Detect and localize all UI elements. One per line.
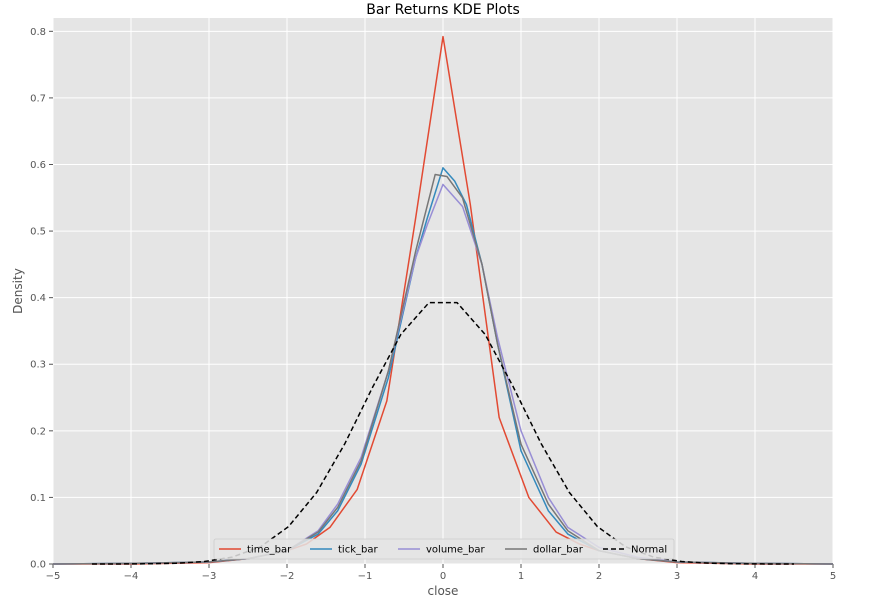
y-tick-label: 0.4 [30,293,46,304]
x-tick-label: −5 [46,571,61,582]
y-tick-label: 0.1 [30,493,46,504]
y-tick-label: 0.6 [30,160,46,171]
x-tick-label: 2 [596,571,602,582]
legend-label: tick_bar [338,545,378,556]
x-tick-label: −3 [202,571,217,582]
y-tick-label: 0.0 [30,560,46,571]
chart-title: Bar Returns KDE Plots [366,2,520,18]
x-tick-label: 4 [752,571,758,582]
x-tick-label: −2 [280,571,295,582]
legend: time_bar tick_bar volume_bar dollar_bar Norm… [213,538,675,560]
y-tick-label: 0.8 [30,27,46,38]
legend-label: time_bar [247,545,292,556]
y-axis-label: Density [11,268,25,314]
legend-box [213,538,675,560]
x-tick-label: −1 [358,571,373,582]
y-tick-label: 0.5 [30,227,46,238]
legend-label: dollar_bar [533,545,584,556]
x-axis-label: close [428,584,459,598]
x-tick-label: −4 [124,571,139,582]
x-tick-label: 0 [440,571,446,582]
y-axis-ticks: 0.0 0.1 0.2 0.3 0.4 0.5 0.6 0.7 0.8 [30,27,53,571]
y-tick-label: 0.2 [30,426,46,437]
x-axis-ticks: −5 −4 −3 −2 −1 0 1 2 3 4 5 [46,564,836,582]
x-tick-label: 1 [518,571,524,582]
legend-label: volume_bar [426,545,486,556]
y-tick-label: 0.7 [30,93,46,104]
legend-label: Normal [631,545,667,556]
x-tick-label: 3 [674,571,680,582]
y-tick-label: 0.3 [30,360,46,371]
x-tick-label: 5 [830,571,836,582]
